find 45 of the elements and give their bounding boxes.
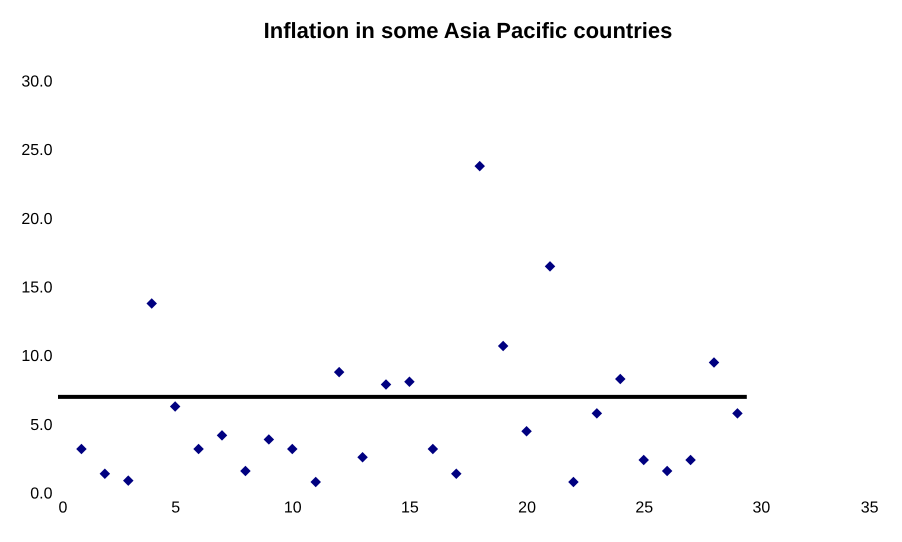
x-tick-label: 25 <box>635 500 654 516</box>
point <box>170 401 180 412</box>
y-tick-label: 30.0 <box>21 74 53 90</box>
point <box>100 468 110 480</box>
y-tick-label: 0.0 <box>30 486 53 502</box>
point <box>732 408 743 419</box>
point <box>404 376 415 388</box>
point <box>662 466 672 476</box>
x-tick-label: 10 <box>284 500 302 516</box>
point <box>708 357 720 368</box>
point <box>685 454 696 466</box>
y-tick-label: 15.0 <box>21 280 53 296</box>
y-tick-label: 10.0 <box>21 348 53 366</box>
point <box>240 466 251 476</box>
x-tick-label: 30 <box>752 500 770 516</box>
point <box>357 452 368 463</box>
point <box>615 374 626 384</box>
y-tick-label: 20.0 <box>21 210 53 228</box>
point <box>334 366 344 378</box>
point <box>264 434 274 445</box>
x-tick-label: 15 <box>401 500 419 516</box>
point <box>474 160 485 172</box>
point <box>310 476 321 488</box>
point <box>544 261 556 272</box>
chart-title: Inflation in some Asia Pacific countries <box>264 18 672 43</box>
y-tick-label: 25.0 <box>21 142 53 160</box>
point <box>428 444 438 454</box>
point <box>521 426 532 436</box>
x-tick-label: 20 <box>518 500 536 516</box>
y-tick-label: 5.0 <box>30 416 53 434</box>
point <box>498 340 508 352</box>
point <box>568 476 579 488</box>
point <box>287 444 298 454</box>
point <box>146 298 157 309</box>
point <box>193 444 204 454</box>
point <box>592 408 602 419</box>
point <box>216 430 228 441</box>
point <box>380 379 392 390</box>
x-tick-label: 0 <box>58 500 68 516</box>
x-tick-label: 5 <box>171 500 180 516</box>
point <box>451 468 462 480</box>
x-tick-label: 35 <box>860 500 879 516</box>
point <box>123 475 134 486</box>
point <box>76 444 87 454</box>
point <box>638 454 649 466</box>
